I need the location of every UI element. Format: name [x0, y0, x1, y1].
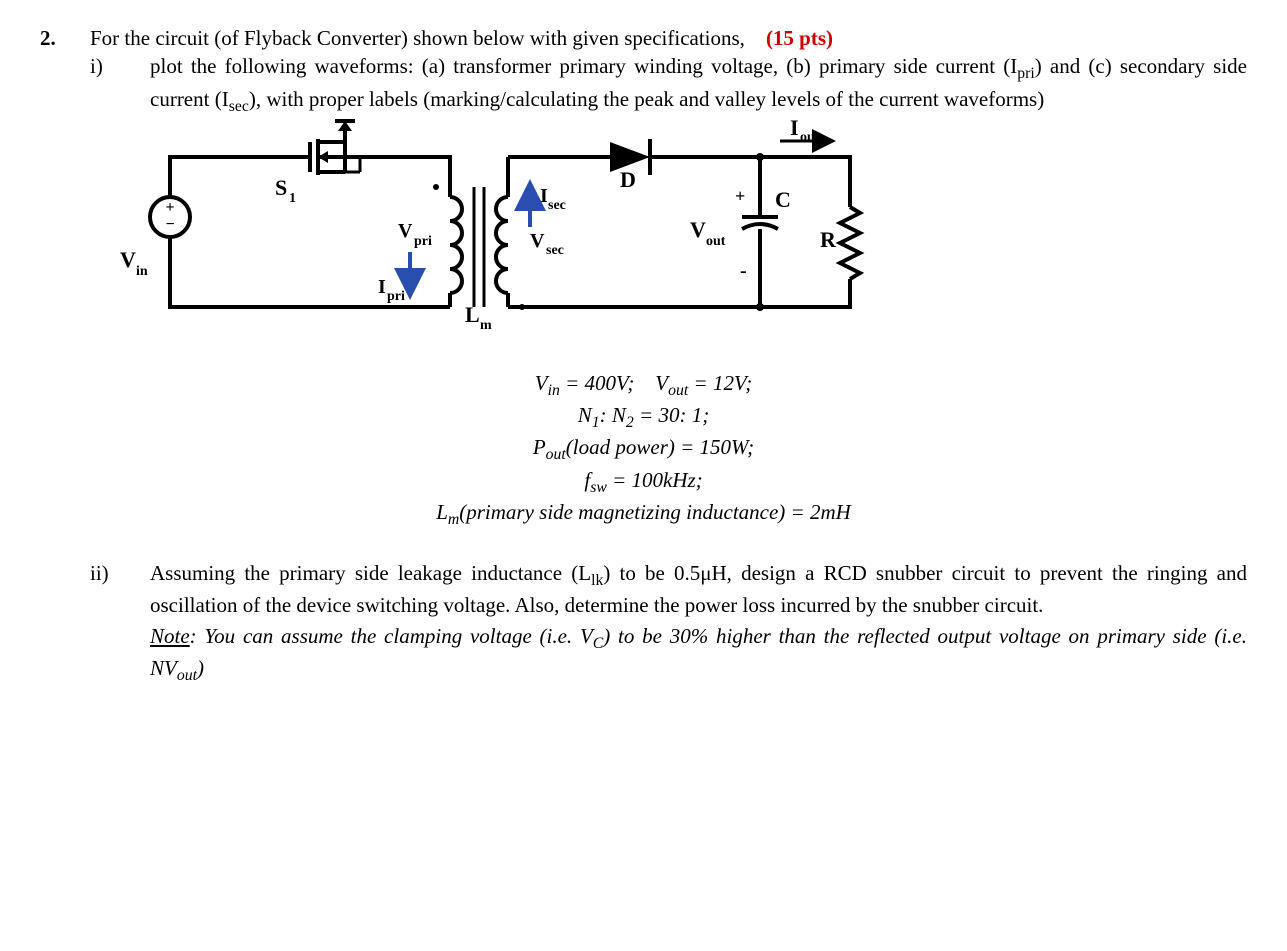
primary-coil — [433, 184, 462, 307]
svg-text:sec: sec — [546, 243, 564, 258]
svg-text:−: − — [165, 216, 174, 233]
svg-text:V: V — [530, 230, 545, 252]
capacitor — [742, 153, 778, 311]
svg-text:C: C — [775, 187, 791, 212]
svg-text:+: + — [735, 186, 745, 206]
svg-text:V: V — [398, 220, 413, 242]
svg-text:I: I — [790, 117, 799, 140]
svg-text:m: m — [480, 318, 492, 333]
svg-text:V: V — [120, 247, 136, 272]
part-i-text: plot the following waveforms: (a) transf… — [150, 52, 1247, 117]
spec-line4: fsw = 100kHz; — [40, 466, 1247, 498]
svg-text:pri: pri — [414, 234, 432, 249]
diode — [610, 139, 670, 175]
svg-text:+: + — [165, 199, 174, 216]
svg-text:I: I — [540, 185, 548, 207]
problem-number: 2. — [40, 24, 90, 52]
spec-line1: Vin = 400V; Vout = 12V; — [40, 369, 1247, 401]
svg-text:V: V — [690, 217, 706, 242]
svg-text:out: out — [706, 234, 726, 249]
secondary-coil — [496, 157, 525, 310]
spec-line3: Pout(load power) = 150W; — [40, 433, 1247, 465]
svg-text:pri: pri — [387, 289, 405, 304]
svg-text:I: I — [378, 276, 386, 298]
svg-text:D: D — [620, 167, 636, 192]
svg-text:R: R — [820, 227, 837, 252]
svg-text:out: out — [800, 130, 820, 145]
intro-text: For the circuit (of Flyback Converter) s… — [90, 26, 745, 50]
svg-text:sec: sec — [548, 198, 566, 213]
svg-text:L: L — [465, 302, 480, 327]
part-i-label: i) — [90, 52, 150, 117]
resistor — [840, 197, 860, 287]
svg-text:in: in — [136, 264, 148, 279]
points: (15 pts) — [766, 26, 833, 50]
circuit-diagram: + − V in S 1 — [110, 117, 890, 357]
mosfet-s1 — [290, 121, 360, 175]
spec-line2: N1: N2 = 30: 1; — [40, 401, 1247, 433]
part-ii-text: Assuming the primary side leakage induct… — [150, 559, 1247, 620]
part-ii-label: ii) — [90, 559, 150, 687]
svg-text:-: - — [740, 260, 747, 282]
svg-text:1: 1 — [289, 191, 296, 206]
spec-line5: Lm(primary side magnetizing inductance) … — [40, 498, 1247, 530]
svg-text:S: S — [275, 175, 287, 200]
part-ii-note: Note: You can assume the clamping voltag… — [150, 622, 1247, 687]
